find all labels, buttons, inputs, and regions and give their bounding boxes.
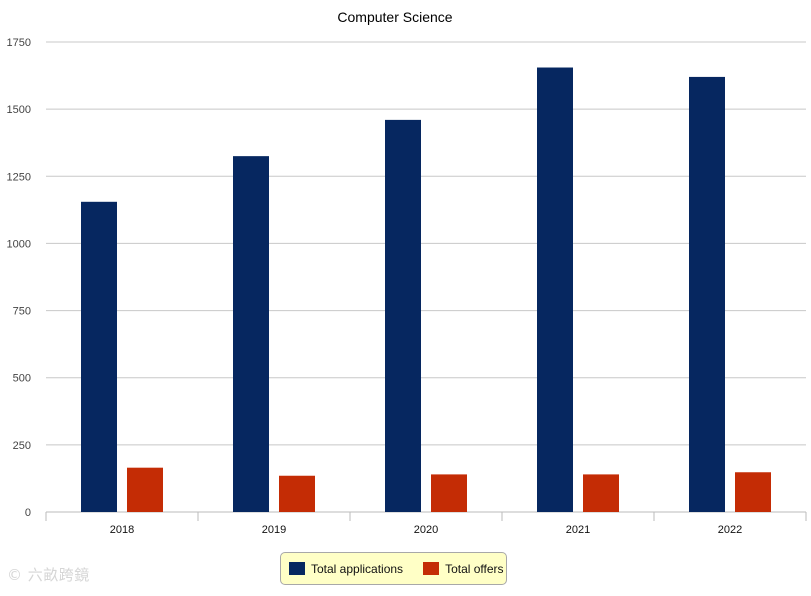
y-tick-label: 0 — [25, 507, 31, 519]
watermark-logo: © 六畝跨鏡 — [7, 566, 90, 584]
bar-offers-2020[interactable] — [431, 474, 467, 512]
y-tick-label: 1500 — [7, 104, 31, 116]
legend-label-offers: Total offers — [445, 561, 504, 576]
x-tick-label: 2020 — [414, 524, 438, 536]
legend-swatch-offers — [423, 562, 440, 575]
y-tick-label: 250 — [13, 440, 31, 452]
bar-offers-2019[interactable] — [279, 475, 315, 512]
y-tick-label: 500 — [13, 373, 31, 385]
x-tick-label: 2019 — [262, 524, 286, 536]
y-tick-label: 1000 — [7, 238, 31, 250]
legend-swatch-applications — [289, 562, 305, 575]
x-tick-label: 2022 — [718, 524, 742, 536]
x-tick-label: 2021 — [566, 524, 590, 536]
legend-item-offers[interactable]: Total offers — [423, 561, 504, 576]
bar-applications-2021[interactable] — [537, 67, 573, 512]
bar-offers-2022[interactable] — [735, 472, 771, 512]
bar-offers-2021[interactable] — [583, 474, 619, 512]
bar-applications-2018[interactable] — [81, 201, 117, 513]
y-tick-label: 1250 — [7, 171, 31, 183]
bar-applications-2020[interactable] — [385, 119, 421, 512]
chart-title: Computer Science — [337, 9, 452, 25]
y-tick-label: 1750 — [7, 37, 31, 49]
legend-label-applications: Total applications — [311, 561, 404, 576]
legend-item-applications[interactable]: Total applications — [289, 562, 403, 576]
bar-applications-2019[interactable] — [233, 156, 269, 512]
bars — [81, 67, 771, 513]
gridlines — [46, 41, 806, 446]
bar-applications-2022[interactable] — [689, 76, 725, 513]
tick-labels: 0 250 500 750 1000 1250 1500 1750 2018 2019 2020 20… — [7, 37, 743, 536]
y-tick-label: 750 — [13, 306, 31, 318]
bar-offers-2018[interactable] — [127, 467, 163, 512]
axes — [45, 511, 807, 521]
legend: Total applications Total offers — [280, 552, 507, 585]
x-tick-label: 2018 — [110, 524, 134, 536]
